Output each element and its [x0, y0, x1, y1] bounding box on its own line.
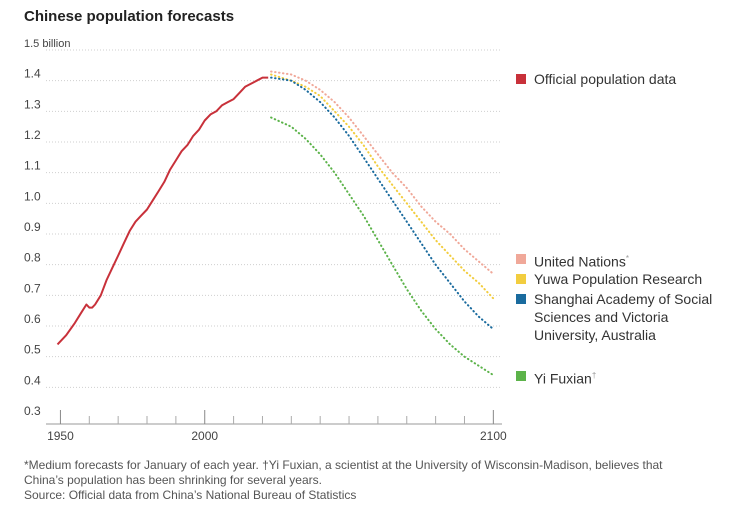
- footnote-source: Source: Official data from China’s Natio…: [24, 488, 357, 502]
- x-tick-label: 2000: [191, 429, 218, 443]
- legend-label-yi: Yi Fuxian†: [534, 370, 597, 387]
- legend-item-official: Official population data: [516, 70, 731, 88]
- legend-swatch-official: [516, 74, 526, 84]
- chart-title: Chinese population forecasts: [24, 8, 235, 25]
- y-tick-label: 1.0: [24, 189, 41, 203]
- footnote-line-2: China’s population has been shrinking fo…: [24, 473, 322, 487]
- legend-label-un: United Nations*: [534, 253, 629, 270]
- y-tick-label: 0.5: [24, 343, 41, 357]
- legend-label-shanghai: Shanghai Academy of Social Sciences and …: [534, 291, 713, 343]
- legend-item-shanghai: Shanghai Academy of Social Sciences and …: [516, 290, 731, 344]
- legend-swatch-un: [516, 254, 526, 264]
- x-tick-label: 2100: [480, 429, 507, 443]
- y-tick-label: 0.3: [24, 404, 41, 418]
- y-tick-label: 0.7: [24, 281, 41, 295]
- series-line-official: [56, 76, 269, 346]
- legend-swatch-yuwa: [516, 274, 526, 284]
- y-tick-label: 1.2: [24, 128, 41, 142]
- y-tick-label: 0.9: [24, 220, 41, 234]
- series-line-yuwa: [270, 73, 495, 300]
- legend-marker-un: *: [625, 254, 629, 263]
- y-tick-label: 1.3: [24, 97, 41, 111]
- y-tick-label: 0.8: [24, 251, 41, 265]
- legend-label-official: Official population data: [534, 71, 677, 87]
- legend-item-un: United Nations*: [516, 250, 731, 271]
- y-tick-label: 0.6: [24, 312, 41, 326]
- footnote: *Medium forecasts for January of each ye…: [24, 458, 724, 503]
- series-line-un: [270, 70, 495, 275]
- legend-swatch-shanghai: [516, 294, 526, 304]
- y-tick-label: 1.4: [24, 67, 41, 81]
- legend-label-yuwa: Yuwa Population Research: [534, 271, 703, 287]
- population-chart: 1.5 billion 1.4 1.3 1.2 1.1 1.0 0.9 0.8 0.7 0.6 0.…: [24, 38, 507, 443]
- x-tick-label: 1950: [47, 429, 74, 443]
- footnote-line-1: *Medium forecasts for January of each ye…: [24, 458, 663, 472]
- legend-marker-yi: †: [591, 371, 597, 380]
- legend-item-yuwa: Yuwa Population Research: [516, 270, 731, 288]
- series-line-yi: [270, 116, 495, 377]
- y-tick-label: 1.1: [24, 159, 41, 173]
- y-tick-label: 0.4: [24, 373, 41, 387]
- y-tick-label: 1.5 billion: [24, 38, 70, 50]
- series-line-shanghai: [270, 76, 495, 331]
- legend-item-yi: Yi Fuxian†: [516, 367, 731, 388]
- legend-swatch-yi: [516, 371, 526, 381]
